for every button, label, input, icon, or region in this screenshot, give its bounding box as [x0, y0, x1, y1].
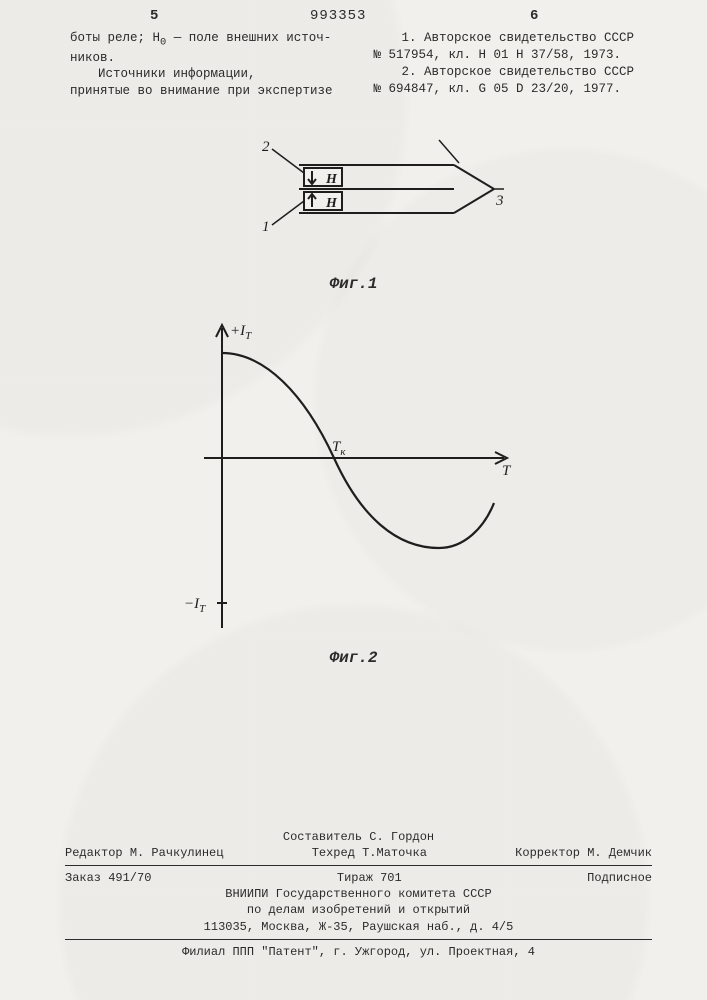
figure-2: +IT −IT Tк T: [184, 313, 524, 643]
org-line1: ВНИИПИ Государственного комитета СССР: [65, 886, 652, 902]
fig2-yplus-sub: T: [245, 330, 252, 342]
figures-area: H H 2 1 3 Фиг.1 +IT: [0, 135, 707, 840]
fig1-callout-3: 3: [495, 193, 504, 209]
branch: Филиал ППП "Патент", г. Ужгород, ул. Про…: [65, 944, 652, 960]
text: Источники информации,: [98, 67, 256, 81]
fig1-box-letter2: H: [325, 196, 338, 211]
editor-label: Редактор: [65, 846, 123, 860]
right-column: 1. Авторское свидетельство СССР № 517954…: [374, 30, 648, 100]
footer-block: Составитель С. Гордон Редактор М. Рачкул…: [65, 829, 652, 960]
text: 1. Авторское свидетельство СССР: [402, 31, 635, 45]
tech-label: Техред: [312, 846, 355, 860]
body-columns: боты реле; Н0 — поле внешних источ- нико…: [70, 30, 647, 100]
fig1-callout-1: 1: [262, 219, 270, 235]
text: № 517954, кл. H 01 H 37/58, 1973.: [374, 48, 622, 62]
corr-name: М. Демчик: [587, 846, 652, 860]
editor-name: М. Рачкулинец: [130, 846, 224, 860]
print-run: Тираж 701: [337, 870, 402, 886]
doc-number: 993353: [310, 8, 366, 24]
subscription: Подписное: [587, 870, 652, 886]
address: 113035, Москва, Ж-35, Раушская наб., д. …: [65, 919, 652, 935]
text: 2. Авторское свидетельство СССР: [402, 65, 635, 79]
org-line2: по делам изобретений и открытий: [65, 902, 652, 918]
corr-label: Корректор: [515, 846, 580, 860]
fig1-label: Фиг.1: [0, 275, 707, 293]
text: № 694847, кл. G 05 D 23/20, 1977.: [374, 82, 622, 96]
fig2-xcross-sub: к: [340, 446, 346, 458]
order: Заказ 491/70: [65, 870, 151, 886]
fig2-yplus: +I: [230, 323, 246, 339]
fig2-label: Фиг.2: [0, 649, 707, 667]
text: принятые во внимание при экспертизе: [70, 84, 333, 98]
fig1-callout-2: 2: [262, 139, 270, 155]
fig2-xlabel: T: [502, 463, 512, 479]
fig2-yminus: −I: [184, 596, 200, 612]
divider: [65, 865, 652, 866]
tech-name: Т.Маточка: [362, 846, 427, 860]
figure-1: H H 2 1 3: [204, 135, 504, 275]
svg-text:−IT: −IT: [184, 596, 206, 615]
text: боты реле; Н: [70, 31, 160, 45]
fig1-box-letter: H: [325, 172, 338, 187]
text: — поле внешних источ-: [166, 31, 331, 45]
svg-text:+IT: +IT: [230, 323, 252, 342]
compiler-label: Составитель: [283, 830, 362, 844]
fig2-yminus-sub: T: [199, 603, 206, 615]
text: ников.: [70, 51, 115, 65]
divider2: [65, 939, 652, 940]
page-number-right: 6: [530, 8, 538, 24]
left-column: боты реле; Н0 — поле внешних источ- нико…: [70, 30, 344, 100]
compiler-name: С. Гордон: [369, 830, 434, 844]
page-number-left: 5: [150, 8, 158, 24]
svg-text:Tк: Tк: [332, 439, 346, 458]
